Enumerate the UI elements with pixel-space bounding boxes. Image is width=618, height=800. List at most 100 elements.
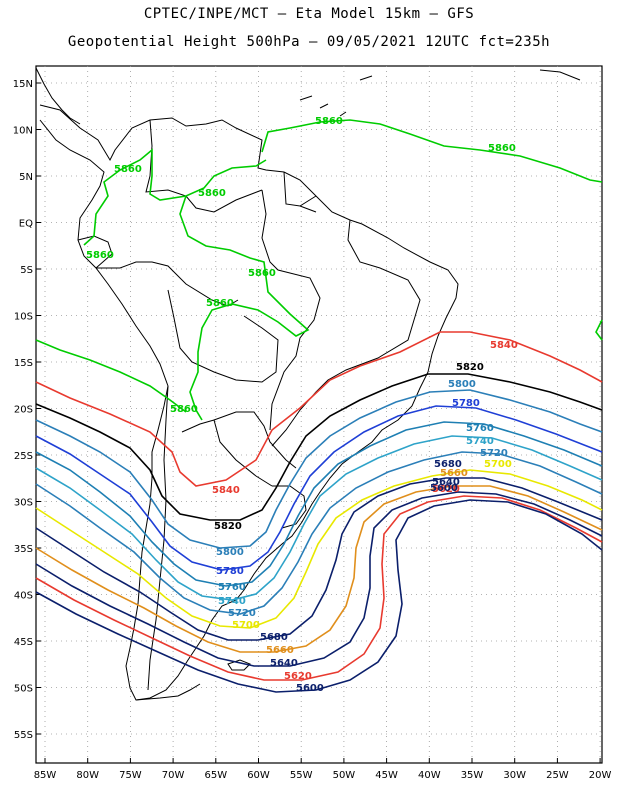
label-5680: 5680: [434, 459, 462, 470]
contour-5740: [35, 435, 603, 601]
border-bolivia: [167, 289, 279, 383]
label-5760: 5760: [466, 423, 494, 434]
contour-5640: [35, 491, 603, 667]
lon-tick-label: 75W: [119, 770, 142, 781]
label-5840: 5840: [212, 485, 240, 496]
border-ecuador: [77, 235, 113, 269]
lon-tick-label: 40W: [418, 770, 441, 781]
label-5860: 5860: [86, 250, 114, 261]
lon-tick-label: 45W: [375, 770, 398, 781]
contour-5720: [35, 451, 603, 615]
lat-tick-label: 25S: [14, 451, 33, 462]
lon-tick-label: 60W: [247, 770, 270, 781]
contour-5620: [35, 495, 603, 681]
border-paraguay: [213, 411, 297, 469]
chart-title-line1: CPTEC/INPE/MCT – Eta Model 15km – GFS: [143, 6, 475, 22]
label-5740: 5740: [466, 436, 494, 447]
lon-tick-label: 85W: [34, 770, 57, 781]
malvinas-islands: [227, 659, 251, 671]
contour-lines: [35, 119, 603, 693]
border-colombia-venezuela: [145, 119, 263, 213]
lat-tick-label: 55S: [14, 730, 33, 741]
contour-5800: [35, 389, 603, 549]
label-5660: 5660: [440, 468, 468, 479]
lon-tick-label: 50W: [333, 770, 356, 781]
central-america: [35, 67, 81, 125]
lat-tick-label: 10N: [13, 126, 33, 137]
lon-tick-label: 70W: [162, 770, 185, 781]
label-5860: 5860: [315, 116, 343, 127]
lat-tick-label: 50S: [14, 684, 33, 695]
label-5720: 5720: [228, 608, 256, 619]
contour-5760: [35, 421, 603, 587]
label-5860: 5860: [248, 268, 276, 279]
lon-tick-label: 65W: [204, 770, 227, 781]
lat-tick-label: 10S: [14, 312, 33, 323]
label-5860: 5860: [488, 143, 516, 154]
label-5600: 5600: [430, 483, 458, 494]
label-5820: 5820: [214, 521, 242, 532]
label-5640: 5640: [432, 477, 460, 488]
lon-tick-label: 30W: [503, 770, 526, 781]
grid-lines: [36, 66, 602, 763]
lat-tick-label: 15S: [14, 358, 33, 369]
lat-tick-label: 15N: [13, 79, 33, 90]
label-5620: 5620: [432, 484, 460, 495]
contour-5860-interior: [179, 195, 310, 421]
lat-tick-label: 20S: [14, 405, 33, 416]
contour-5860-north: [261, 119, 603, 183]
label-5700: 5700: [232, 620, 260, 631]
label-5660: 5660: [266, 645, 294, 656]
label-5860: 5860: [198, 188, 226, 199]
label-5680: 5680: [260, 632, 288, 643]
south-america-coastline: [39, 104, 459, 701]
label-5760: 5760: [218, 582, 246, 593]
lat-tick-label: 5S: [20, 265, 33, 276]
contour-labels: 5860 5860 5860 5860 5860 5860 5860 5860 …: [86, 116, 518, 694]
contour-5860-east: [595, 319, 603, 341]
contour-5860-west: [35, 339, 187, 413]
contour-5600: [35, 499, 603, 693]
tierra-del-fuego: [135, 683, 201, 701]
border-peru-brazil: [96, 261, 239, 307]
contour-5660: [35, 485, 603, 653]
label-5800: 5800: [216, 547, 244, 558]
lat-tick-label: 35S: [14, 544, 33, 555]
border-brazil-east: [271, 219, 421, 447]
label-5860: 5860: [114, 164, 142, 175]
border-brazil-interior: [261, 189, 321, 431]
label-5640: 5640: [270, 658, 298, 669]
contour-5840: [35, 331, 603, 487]
caribbean-islands: [299, 69, 581, 117]
label-5800: 5800: [448, 379, 476, 390]
lat-tick-label: 40S: [14, 591, 33, 602]
label-5780: 5780: [452, 398, 480, 409]
map-frame: [35, 65, 603, 764]
lon-tick-label: 20W: [589, 770, 612, 781]
tick-labels: 15N 10N 5N EQ 5S 10S 15S 20S 25S 30S 35S 40S 45S 50S 5…: [13, 79, 612, 781]
label-5620: 5620: [284, 671, 312, 682]
chart-title-line2: Geopotential Height 500hPa – 09/05/2021 …: [67, 34, 551, 50]
contour-5820: [35, 373, 603, 521]
contour-5700: [35, 469, 603, 629]
border-argentina-north: [181, 419, 273, 487]
contour-5860-andes: [83, 148, 267, 246]
lat-tick-label: 45S: [14, 637, 33, 648]
label-5860: 5860: [206, 298, 234, 309]
label-5820: 5820: [456, 362, 484, 373]
label-5600: 5600: [296, 683, 324, 694]
lat-tick-label: 30S: [14, 498, 33, 509]
lat-tick-label: EQ: [19, 219, 33, 230]
border-guianas: [283, 171, 317, 213]
label-5740: 5740: [218, 596, 246, 607]
label-5720: 5720: [480, 448, 508, 459]
contour-5780: [35, 405, 603, 571]
lon-tick-label: 80W: [76, 770, 99, 781]
lon-tick-label: 25W: [546, 770, 569, 781]
coastlines: [35, 67, 581, 701]
contour-5680: [35, 477, 603, 641]
border-argentina-chile: [147, 385, 169, 691]
lon-tick-label: 55W: [290, 770, 313, 781]
lon-tick-label: 35W: [461, 770, 484, 781]
